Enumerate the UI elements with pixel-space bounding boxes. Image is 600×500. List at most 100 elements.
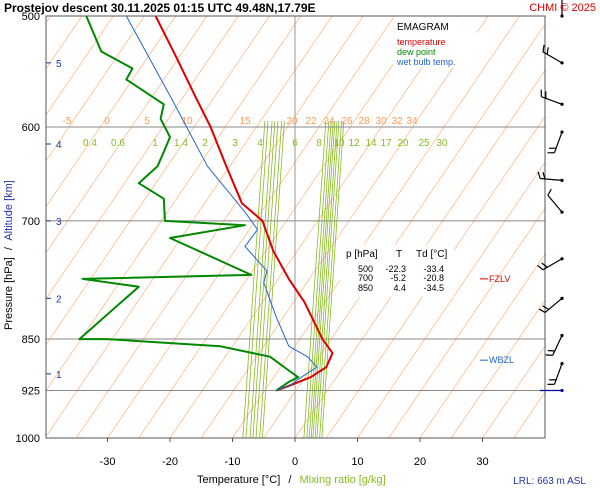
isotherm-line xyxy=(107,16,395,438)
isotherm-label: 30 xyxy=(375,116,387,127)
x-axis-label-mix: Mixing ratio [g/kg] xyxy=(299,474,385,486)
wind-barb-dot xyxy=(560,130,564,134)
profile-series xyxy=(78,16,334,392)
isotherm-line xyxy=(544,437,545,438)
legend: EMAGRAM temperature dew point wet bulb t… xyxy=(393,17,477,67)
wind-barb-staff xyxy=(540,177,563,181)
isotherm-line xyxy=(169,16,458,438)
temperature-tick-labels: -30 -20 -10 0 10 20 30 xyxy=(100,438,489,468)
table-cell: 500 xyxy=(358,264,373,274)
wind-barb-flag xyxy=(538,308,546,313)
x-tick-label: -20 xyxy=(162,456,178,468)
wet-bulb-line xyxy=(125,16,318,391)
wind-barb-flag xyxy=(547,349,555,352)
wind-barb-dot xyxy=(560,61,564,65)
altitude-tick-label: 5 xyxy=(56,59,62,70)
table-header-p: p [hPa] xyxy=(346,249,378,260)
wind-barb-flag xyxy=(537,171,541,179)
mixing-ratio-line xyxy=(259,120,283,438)
wind-barb-staff xyxy=(553,131,563,153)
isotherm-line xyxy=(46,16,333,438)
isotherm-line xyxy=(388,207,545,438)
table-cell: 700 xyxy=(358,273,373,283)
wind-barb-flag xyxy=(537,264,544,271)
isotherm-labels: -5 0 5 10 15 20 22 24 26 28 30 32 34 xyxy=(63,116,418,127)
mixing-ratio-labels: 0.4 0.6 1 1.4 2 3 4 6 8 10 12 14 17 20 25 30 xyxy=(83,138,448,149)
dew-point-line xyxy=(78,16,300,392)
isotherm-line xyxy=(46,16,208,254)
isotherm-label: 20 xyxy=(286,116,298,127)
y-axis-label-sep: / xyxy=(3,246,15,250)
table-cell: 850 xyxy=(358,283,373,293)
wind-barb xyxy=(540,388,564,393)
mixing-ratio-label: 8 xyxy=(316,138,322,149)
table-header-t: T xyxy=(396,249,402,260)
pressure-tick-labels: 500 600 700 850 925 1000 xyxy=(16,11,40,445)
table-cell: -34.5 xyxy=(423,283,444,293)
isotherm-label: 22 xyxy=(305,116,317,127)
mixing-ratio-line xyxy=(252,120,276,438)
wind-barb-flag xyxy=(547,188,552,196)
mixing-ratio-label: 12 xyxy=(348,138,360,149)
wind-barb-staff xyxy=(544,297,563,313)
x-tick-label: 10 xyxy=(351,456,363,468)
wind-barb-dot xyxy=(560,296,564,300)
wind-barb-flag xyxy=(542,44,545,52)
wind-barb-dot xyxy=(560,388,564,393)
mixing-ratio-line xyxy=(245,120,269,438)
table-cell: -5.2 xyxy=(390,273,406,283)
wind-barb-staff xyxy=(547,194,563,213)
wind-barb-dot xyxy=(560,257,564,261)
x-tick-label: -10 xyxy=(225,456,241,468)
wind-barb xyxy=(560,0,564,18)
mixing-ratio-line xyxy=(306,120,330,438)
isotherm-line xyxy=(138,16,426,438)
isotherm-line xyxy=(46,16,301,392)
isotherm-label: 10 xyxy=(181,116,193,127)
isotherm-label: 0 xyxy=(104,116,110,127)
mixing-ratio-line xyxy=(314,120,338,438)
chmi-credit: CHMI © 2025 xyxy=(529,2,596,14)
mixing-ratio-line xyxy=(261,120,285,438)
isotherm-line xyxy=(75,16,364,438)
mixing-ratio-line xyxy=(303,120,327,438)
temperature-line xyxy=(154,16,334,392)
legend-dew-point: dew point xyxy=(397,47,436,57)
mixing-ratio-label: 3 xyxy=(232,138,238,149)
wind-barb-staff xyxy=(552,335,563,356)
pressure-tick-label: 700 xyxy=(22,216,40,228)
mixing-ratio-label: 30 xyxy=(436,138,448,149)
chart-title: Prostejov descent 30.11.2025 01:15 UTC 4… xyxy=(4,1,316,15)
wind-barb-dot xyxy=(560,210,564,214)
mixing-ratio-label: 1 xyxy=(152,138,158,149)
fzlv-label: FZLV xyxy=(489,274,510,284)
mixing-ratio-label: 4 xyxy=(257,138,263,149)
wind-barb-staff xyxy=(553,363,563,385)
wbzl-label: WBZL xyxy=(489,355,514,365)
wind-barb xyxy=(547,130,564,154)
isotherm-label: -5 xyxy=(63,116,72,127)
wind-barb-dot xyxy=(560,362,564,366)
wind-barb xyxy=(538,296,564,313)
mixing-ratio-label: 2 xyxy=(202,138,208,149)
isotherm-label: 26 xyxy=(341,116,353,127)
mixing-ratio-line xyxy=(321,120,345,438)
isotherm-line xyxy=(46,16,176,208)
pressure-tick-label: 925 xyxy=(22,386,40,398)
isotherm-line xyxy=(46,16,270,346)
isotherm-line xyxy=(450,299,545,438)
altitude-tick-label: 4 xyxy=(56,140,62,151)
wind-barb xyxy=(547,188,564,214)
legend-heading: EMAGRAM xyxy=(397,22,449,33)
wind-barb xyxy=(545,333,564,357)
mixing-ratio-line xyxy=(242,120,266,438)
isotherm-label: 28 xyxy=(358,116,370,127)
table-header-td: Td [°C] xyxy=(416,249,447,260)
level-data-table: p [hPa] T Td [°C] 500 -22.3 -33.4 700 -5… xyxy=(340,245,454,297)
wind-barb-flag xyxy=(545,354,553,357)
isotherm-line xyxy=(482,345,545,438)
legend-wet-bulb: wet bulb temp. xyxy=(396,57,456,67)
x-tick-label: 30 xyxy=(476,456,488,468)
y-axis-label: Pressure [hPa] / Altitude [km] xyxy=(3,180,15,330)
